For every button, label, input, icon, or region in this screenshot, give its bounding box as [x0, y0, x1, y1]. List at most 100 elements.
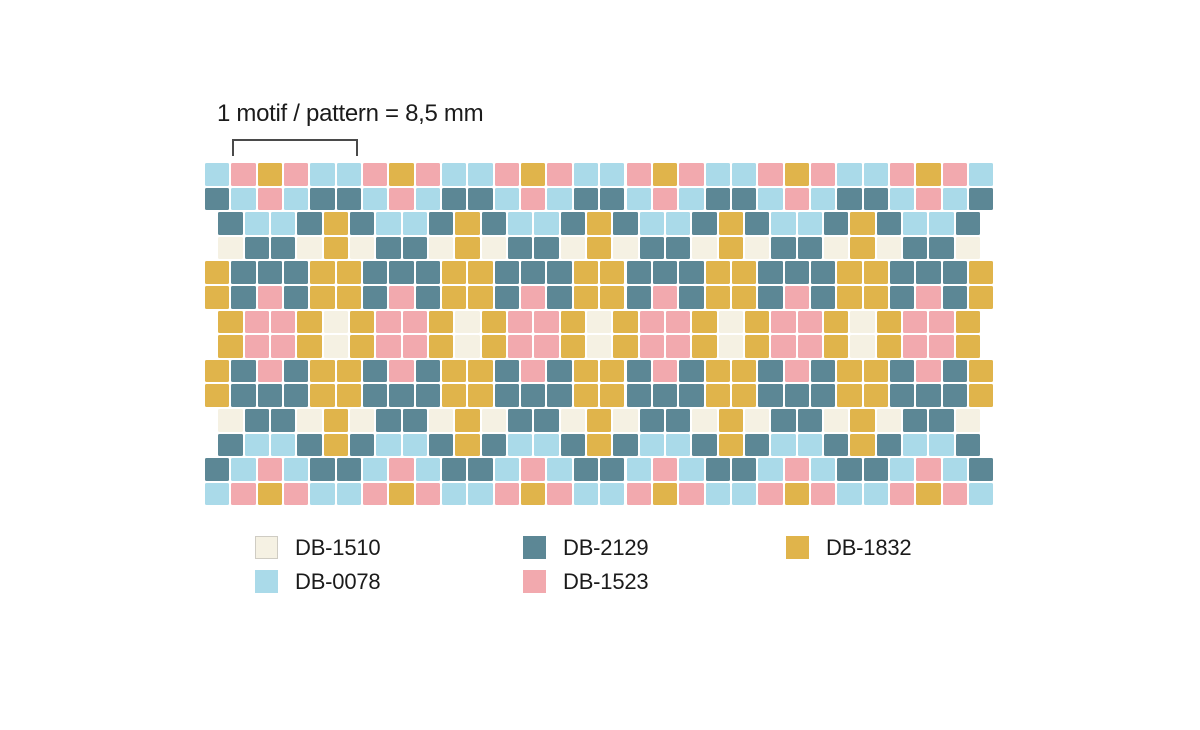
- bead-DB-1832: [955, 335, 981, 358]
- bead-DB-1832: [468, 261, 493, 284]
- bead-DB-1832: [876, 335, 902, 358]
- bead-DB-0078: [534, 433, 559, 457]
- bead-DB-1832: [336, 261, 362, 284]
- bead-DB-2129: [758, 384, 783, 407]
- bead-DB-1523: [270, 335, 296, 358]
- bead-DB-1832: [863, 286, 888, 309]
- bead-DB-0078: [705, 163, 730, 186]
- bead-DB-1510: [955, 236, 981, 260]
- bead-DB-0078: [942, 458, 967, 481]
- bead-DB-2129: [916, 384, 941, 407]
- bead-DB-1832: [310, 261, 335, 284]
- bead-DB-2129: [784, 384, 809, 407]
- bead-DB-0078: [376, 433, 401, 457]
- bead-row: [205, 163, 994, 186]
- bead-DB-1832: [336, 359, 362, 383]
- bead-DB-0078: [771, 433, 796, 457]
- bead-DB-1523: [639, 310, 664, 334]
- bead-DB-2129: [863, 458, 888, 481]
- bead-DB-1523: [363, 482, 388, 506]
- bead-DB-2129: [626, 384, 651, 407]
- bead-DB-1832: [521, 163, 546, 186]
- legend-swatch-DB-2129: [523, 536, 546, 559]
- bead-DB-2129: [758, 261, 783, 284]
- bead-row: [218, 212, 981, 235]
- bead-DB-2129: [784, 261, 809, 284]
- bead-DB-2129: [666, 236, 691, 260]
- bead-DB-0078: [639, 212, 664, 235]
- bead-DB-1832: [586, 212, 612, 235]
- legend-item: DB-1523: [523, 570, 786, 604]
- bead-DB-1832: [718, 236, 744, 260]
- bead-DB-1832: [323, 409, 348, 432]
- bead-DB-2129: [521, 384, 546, 407]
- bead-DB-2129: [231, 286, 256, 309]
- bead-row: [218, 433, 981, 457]
- bead-DB-0078: [731, 482, 757, 506]
- bead-DB-2129: [336, 187, 362, 211]
- bead-DB-1510: [428, 409, 454, 432]
- bead-DB-0078: [402, 212, 427, 235]
- legend-swatch-DB-1832: [786, 536, 809, 559]
- bead-DB-2129: [679, 261, 704, 284]
- bead-DB-1523: [784, 458, 809, 481]
- bead-DB-1832: [336, 286, 362, 309]
- bead-DB-1523: [916, 458, 941, 481]
- bead-DB-1523: [376, 335, 401, 358]
- bead-DB-1523: [257, 286, 283, 309]
- bead-row: [205, 458, 994, 481]
- bead-DB-2129: [310, 187, 335, 211]
- bead-DB-2129: [771, 236, 796, 260]
- bead-DB-0078: [797, 212, 823, 235]
- bead-DB-2129: [534, 409, 559, 432]
- bead-DB-0078: [468, 163, 493, 186]
- bead-DB-1832: [745, 335, 770, 358]
- bead-DB-0078: [771, 212, 796, 235]
- bead-DB-2129: [402, 236, 427, 260]
- bead-DB-2129: [942, 286, 967, 309]
- bead-DB-1510: [692, 236, 717, 260]
- bead-DB-1523: [903, 310, 928, 334]
- bead-DB-1523: [797, 310, 823, 334]
- bead-DB-2129: [560, 212, 585, 235]
- bead-DB-2129: [626, 261, 651, 284]
- bead-DB-1510: [218, 409, 243, 432]
- bead-DB-1510: [560, 409, 585, 432]
- bead-DB-0078: [363, 458, 388, 481]
- legend-label: DB-1523: [563, 569, 649, 594]
- bead-DB-1832: [349, 310, 375, 334]
- bead-DB-0078: [507, 212, 533, 235]
- bead-DB-1832: [613, 335, 638, 358]
- bead-DB-1832: [692, 335, 717, 358]
- bead-DB-0078: [837, 482, 862, 506]
- bead-DB-1832: [916, 163, 941, 186]
- bead-DB-2129: [494, 359, 520, 383]
- bead-DB-0078: [797, 433, 823, 457]
- bead-DB-1832: [205, 384, 230, 407]
- bead-DB-2129: [810, 384, 836, 407]
- bead-DB-0078: [929, 212, 954, 235]
- bead-DB-2129: [231, 384, 256, 407]
- bead-DB-0078: [468, 482, 493, 506]
- bead-DB-1523: [784, 187, 809, 211]
- bead-DB-1523: [244, 310, 269, 334]
- bead-row: [218, 335, 981, 358]
- bead-DB-2129: [679, 286, 704, 309]
- bead-DB-1523: [270, 310, 296, 334]
- bead-DB-1523: [666, 335, 691, 358]
- bead-DB-0078: [903, 433, 928, 457]
- bead-DB-2129: [218, 433, 243, 457]
- bead-DB-1832: [323, 212, 348, 235]
- bead-DB-1832: [428, 335, 454, 358]
- bead-DB-1832: [573, 261, 599, 284]
- bead-DB-2129: [573, 187, 599, 211]
- bead-DB-1832: [586, 236, 612, 260]
- bead-DB-1523: [916, 286, 941, 309]
- bead-DB-1523: [507, 335, 533, 358]
- bead-DB-1832: [731, 359, 757, 383]
- bead-DB-2129: [626, 359, 651, 383]
- bead-DB-0078: [336, 163, 362, 186]
- bead-DB-2129: [916, 261, 941, 284]
- bead-DB-1832: [468, 359, 493, 383]
- bead-DB-0078: [270, 212, 296, 235]
